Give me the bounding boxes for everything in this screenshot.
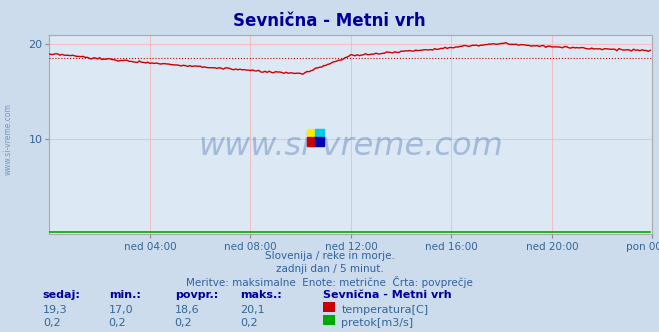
Text: 0,2: 0,2 (241, 318, 258, 328)
Text: 0,2: 0,2 (43, 318, 61, 328)
Text: sedaj:: sedaj: (43, 290, 80, 300)
Text: 17,0: 17,0 (109, 305, 133, 315)
Text: www.si-vreme.com: www.si-vreme.com (3, 104, 13, 175)
Text: maks.:: maks.: (241, 290, 282, 300)
Text: min.:: min.: (109, 290, 140, 300)
Text: 20,1: 20,1 (241, 305, 265, 315)
Text: 18,6: 18,6 (175, 305, 199, 315)
Bar (315, 129, 324, 137)
Bar (307, 137, 315, 146)
Text: Meritve: maksimalne  Enote: metrične  Črta: povprečje: Meritve: maksimalne Enote: metrične Črta… (186, 276, 473, 288)
Text: pretok[m3/s]: pretok[m3/s] (341, 318, 413, 328)
Text: www.si-vreme.com: www.si-vreme.com (198, 131, 503, 162)
Bar (315, 137, 324, 146)
Text: zadnji dan / 5 minut.: zadnji dan / 5 minut. (275, 264, 384, 274)
Text: Sevnična - Metni vrh: Sevnična - Metni vrh (323, 290, 451, 300)
Text: temperatura[C]: temperatura[C] (341, 305, 428, 315)
Text: Sevnična - Metni vrh: Sevnična - Metni vrh (233, 12, 426, 30)
Text: povpr.:: povpr.: (175, 290, 218, 300)
Text: 19,3: 19,3 (43, 305, 67, 315)
Text: 0,2: 0,2 (175, 318, 192, 328)
Text: Slovenija / reke in morje.: Slovenija / reke in morje. (264, 251, 395, 261)
Text: 0,2: 0,2 (109, 318, 127, 328)
Bar (307, 129, 315, 137)
